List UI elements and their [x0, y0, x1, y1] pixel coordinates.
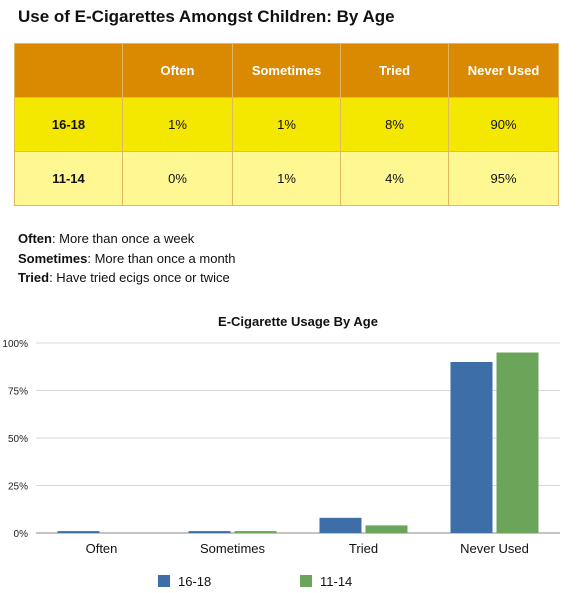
y-tick-label: 25% — [8, 482, 28, 493]
definition-sometimes: Sometimes: More than once a month — [18, 249, 236, 269]
table-cell: 4% — [340, 151, 449, 206]
y-tick-label: 100% — [2, 339, 28, 350]
x-tick-label: Never Used — [460, 541, 529, 556]
table-header-corner — [14, 43, 123, 98]
definition-tried: Tried: Have tried ecigs once or twice — [18, 268, 236, 288]
table-cell: 95% — [448, 151, 559, 206]
table-row: 16-18 1% 1% 8% 90% — [14, 97, 559, 152]
chart-title: E-Cigarette Usage By Age — [218, 314, 378, 329]
legend-label: 11-14 — [320, 574, 352, 589]
bar-16-18 — [319, 517, 362, 533]
definitions: Often: More than once a week Sometimes: … — [18, 229, 236, 288]
page-title: Use of E-Cigarettes Amongst Children: By… — [18, 7, 395, 26]
table-header-sometimes: Sometimes — [232, 43, 341, 98]
table-cell: 0% — [122, 151, 233, 206]
table-cell: 90% — [448, 97, 559, 152]
table-cell: 1% — [232, 97, 341, 152]
y-tick-label: 0% — [14, 529, 29, 540]
usage-bar-chart: E-Cigarette Usage By Age 0% 25% 50% 75% 100% O… — [2, 314, 560, 589]
definition-term: Often — [18, 231, 52, 246]
definition-text: : More than once a month — [87, 250, 236, 266]
bar-11-14 — [234, 531, 277, 533]
bar-16-18 — [450, 362, 493, 533]
definition-term: Tried — [18, 270, 50, 285]
bar-16-18 — [188, 531, 231, 533]
x-tick-label: Sometimes — [200, 541, 266, 556]
table-cell: 1% — [122, 97, 233, 152]
table-cell: 1% — [232, 151, 341, 206]
usage-table: Often Sometimes Tried Never Used 16-18 1… — [14, 43, 559, 206]
y-tick-label: 75% — [8, 387, 28, 398]
bar-16-18 — [57, 531, 100, 533]
x-tick-label: Often — [86, 541, 118, 556]
bar-11-14 — [496, 352, 539, 533]
table-row: 11-14 0% 1% 4% 95% — [14, 151, 559, 206]
definition-text: : More than once a week — [51, 231, 195, 246]
x-tick-label: Tried — [349, 541, 378, 556]
table-row-label: 11-14 — [14, 151, 123, 206]
table-header-never-used: Never Used — [448, 43, 559, 98]
table-header-tried: Tried — [340, 43, 449, 98]
legend-label: 16-18 — [178, 574, 211, 589]
definition-often: Often: More than once a week — [18, 229, 236, 249]
bar-11-14 — [365, 525, 408, 533]
definition-term: Sometimes — [18, 250, 88, 266]
legend-swatch — [158, 575, 170, 587]
definition-text: : Have tried ecigs once or twice — [49, 270, 230, 285]
table-row-label: 16-18 — [14, 97, 123, 152]
table-header-often: Often — [122, 43, 233, 98]
y-tick-label: 50% — [8, 434, 28, 445]
table-cell: 8% — [340, 97, 449, 152]
table-header-row: Often Sometimes Tried Never Used — [14, 43, 559, 98]
legend-swatch — [300, 575, 312, 587]
